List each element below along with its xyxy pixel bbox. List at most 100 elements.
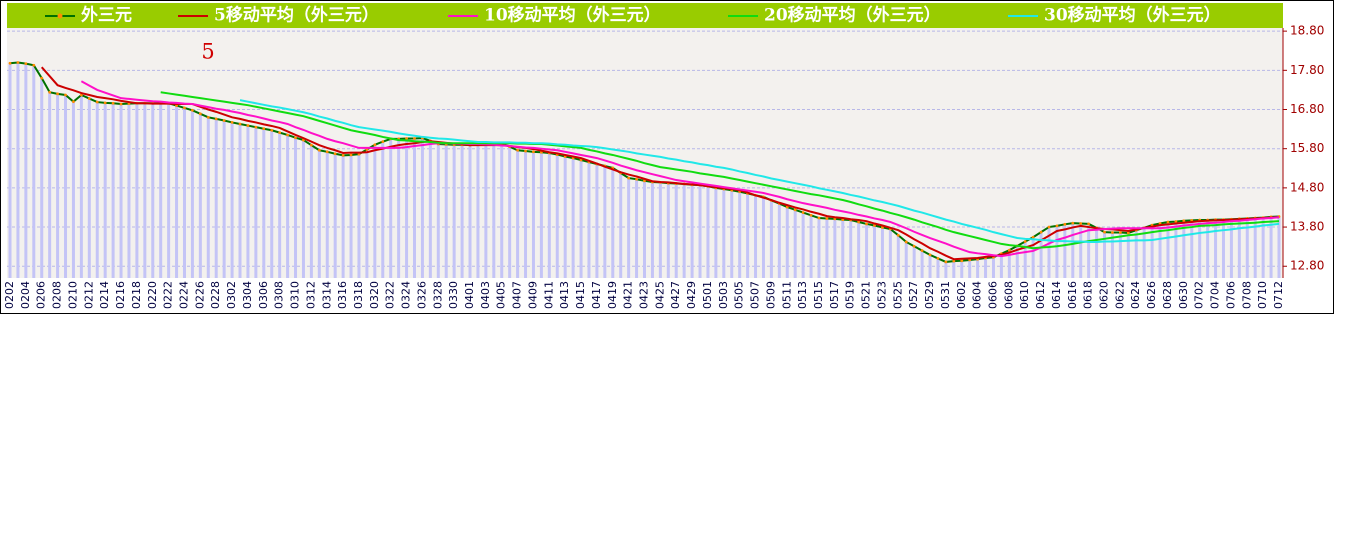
x-tick-label: 0419 [606, 281, 619, 309]
x-tick-label: 0616 [1066, 281, 1079, 309]
bar [373, 144, 377, 278]
bar [627, 178, 631, 278]
series-marker [32, 63, 36, 67]
series-marker [896, 233, 900, 237]
bar [452, 144, 456, 278]
bar [1237, 218, 1241, 278]
series-marker [1166, 220, 1170, 224]
x-tick-label: 0222 [162, 281, 175, 309]
bar [857, 221, 861, 278]
bar [48, 92, 52, 278]
series-marker [40, 76, 44, 80]
legend-marker [57, 13, 63, 19]
x-tick-label: 0614 [1050, 281, 1063, 309]
bar [87, 98, 91, 278]
x-tick-label: 0421 [622, 281, 635, 309]
bar [405, 138, 409, 278]
x-tick-label: 0610 [1018, 281, 1031, 309]
bar [595, 163, 599, 278]
series-line [40, 66, 1280, 261]
legend-label: 10移动平均（外三元） [484, 5, 661, 26]
series-marker [524, 149, 527, 153]
series-marker [413, 137, 416, 140]
legend-label: 外三元 [81, 5, 132, 26]
bar [397, 138, 401, 278]
bar [698, 185, 702, 278]
bar [127, 103, 131, 279]
bar [531, 151, 535, 278]
annotation: 5 [201, 40, 214, 64]
series-marker [72, 100, 75, 104]
series-marker [405, 137, 408, 140]
bar [460, 144, 464, 278]
series-marker [254, 125, 258, 129]
bar [167, 103, 171, 278]
series-marker [8, 61, 12, 65]
x-tick-label: 0220 [146, 281, 159, 309]
bar [976, 259, 980, 278]
bar [1198, 220, 1202, 278]
series-marker [635, 177, 638, 181]
x-tick-label: 0411 [542, 281, 555, 309]
x-tick-label: 0308 [273, 281, 286, 309]
bar [56, 93, 60, 278]
series-marker [325, 150, 329, 154]
x-tick-label: 0330 [447, 281, 460, 309]
series-marker [270, 128, 274, 132]
x-tick-label: 0218 [130, 281, 143, 309]
x-tick-label: 0304 [241, 281, 254, 309]
bar [674, 183, 678, 278]
series-marker [191, 108, 194, 112]
x-tick-label: 0622 [1113, 281, 1126, 309]
series-marker [920, 249, 924, 252]
x-tick-label: 0712 [1272, 281, 1285, 309]
bar [619, 172, 623, 278]
bar [428, 140, 432, 278]
bar [880, 227, 884, 278]
series-marker [95, 100, 99, 104]
bar [317, 150, 321, 278]
x-tick-label: 0216 [114, 281, 127, 309]
x-tick-label: 0302 [225, 281, 238, 309]
bar [238, 124, 242, 278]
legend-label: 5移动平均（外三元） [214, 5, 379, 26]
series-marker [349, 153, 353, 157]
series-marker [952, 259, 956, 263]
bar [579, 160, 583, 278]
bar [611, 167, 615, 278]
x-tick-label: 0626 [1145, 281, 1158, 309]
x-tick-label: 0206 [35, 281, 48, 309]
bar [1261, 217, 1265, 278]
bar [1150, 225, 1154, 278]
bar [809, 215, 813, 278]
bar [833, 218, 837, 278]
series-marker [381, 140, 385, 144]
bar [547, 153, 551, 278]
x-tick-label: 0316 [336, 281, 349, 309]
bar [1063, 224, 1067, 278]
series-line [160, 91, 1280, 250]
x-tick-label: 0210 [66, 281, 79, 309]
bar [1031, 237, 1035, 278]
bar [817, 218, 821, 278]
x-tick-label: 0310 [289, 281, 302, 309]
bar [79, 95, 83, 278]
bar [658, 182, 662, 278]
bar [722, 189, 726, 278]
bar [928, 254, 932, 278]
x-tick-label: 0312 [304, 281, 317, 309]
series-marker [1126, 231, 1130, 235]
x-tick-label: 0521 [860, 281, 873, 309]
series-marker [785, 205, 789, 209]
series-marker [317, 148, 321, 152]
x-tick-label: 0324 [400, 281, 413, 309]
y-tick-label: 13.80 [1290, 220, 1324, 234]
x-tick-label: 0405 [495, 281, 508, 309]
series-marker [246, 124, 250, 127]
series-marker [48, 90, 52, 94]
x-tick-label: 0415 [574, 281, 587, 309]
bar [71, 101, 75, 278]
bar [738, 191, 742, 278]
bar [198, 113, 202, 278]
